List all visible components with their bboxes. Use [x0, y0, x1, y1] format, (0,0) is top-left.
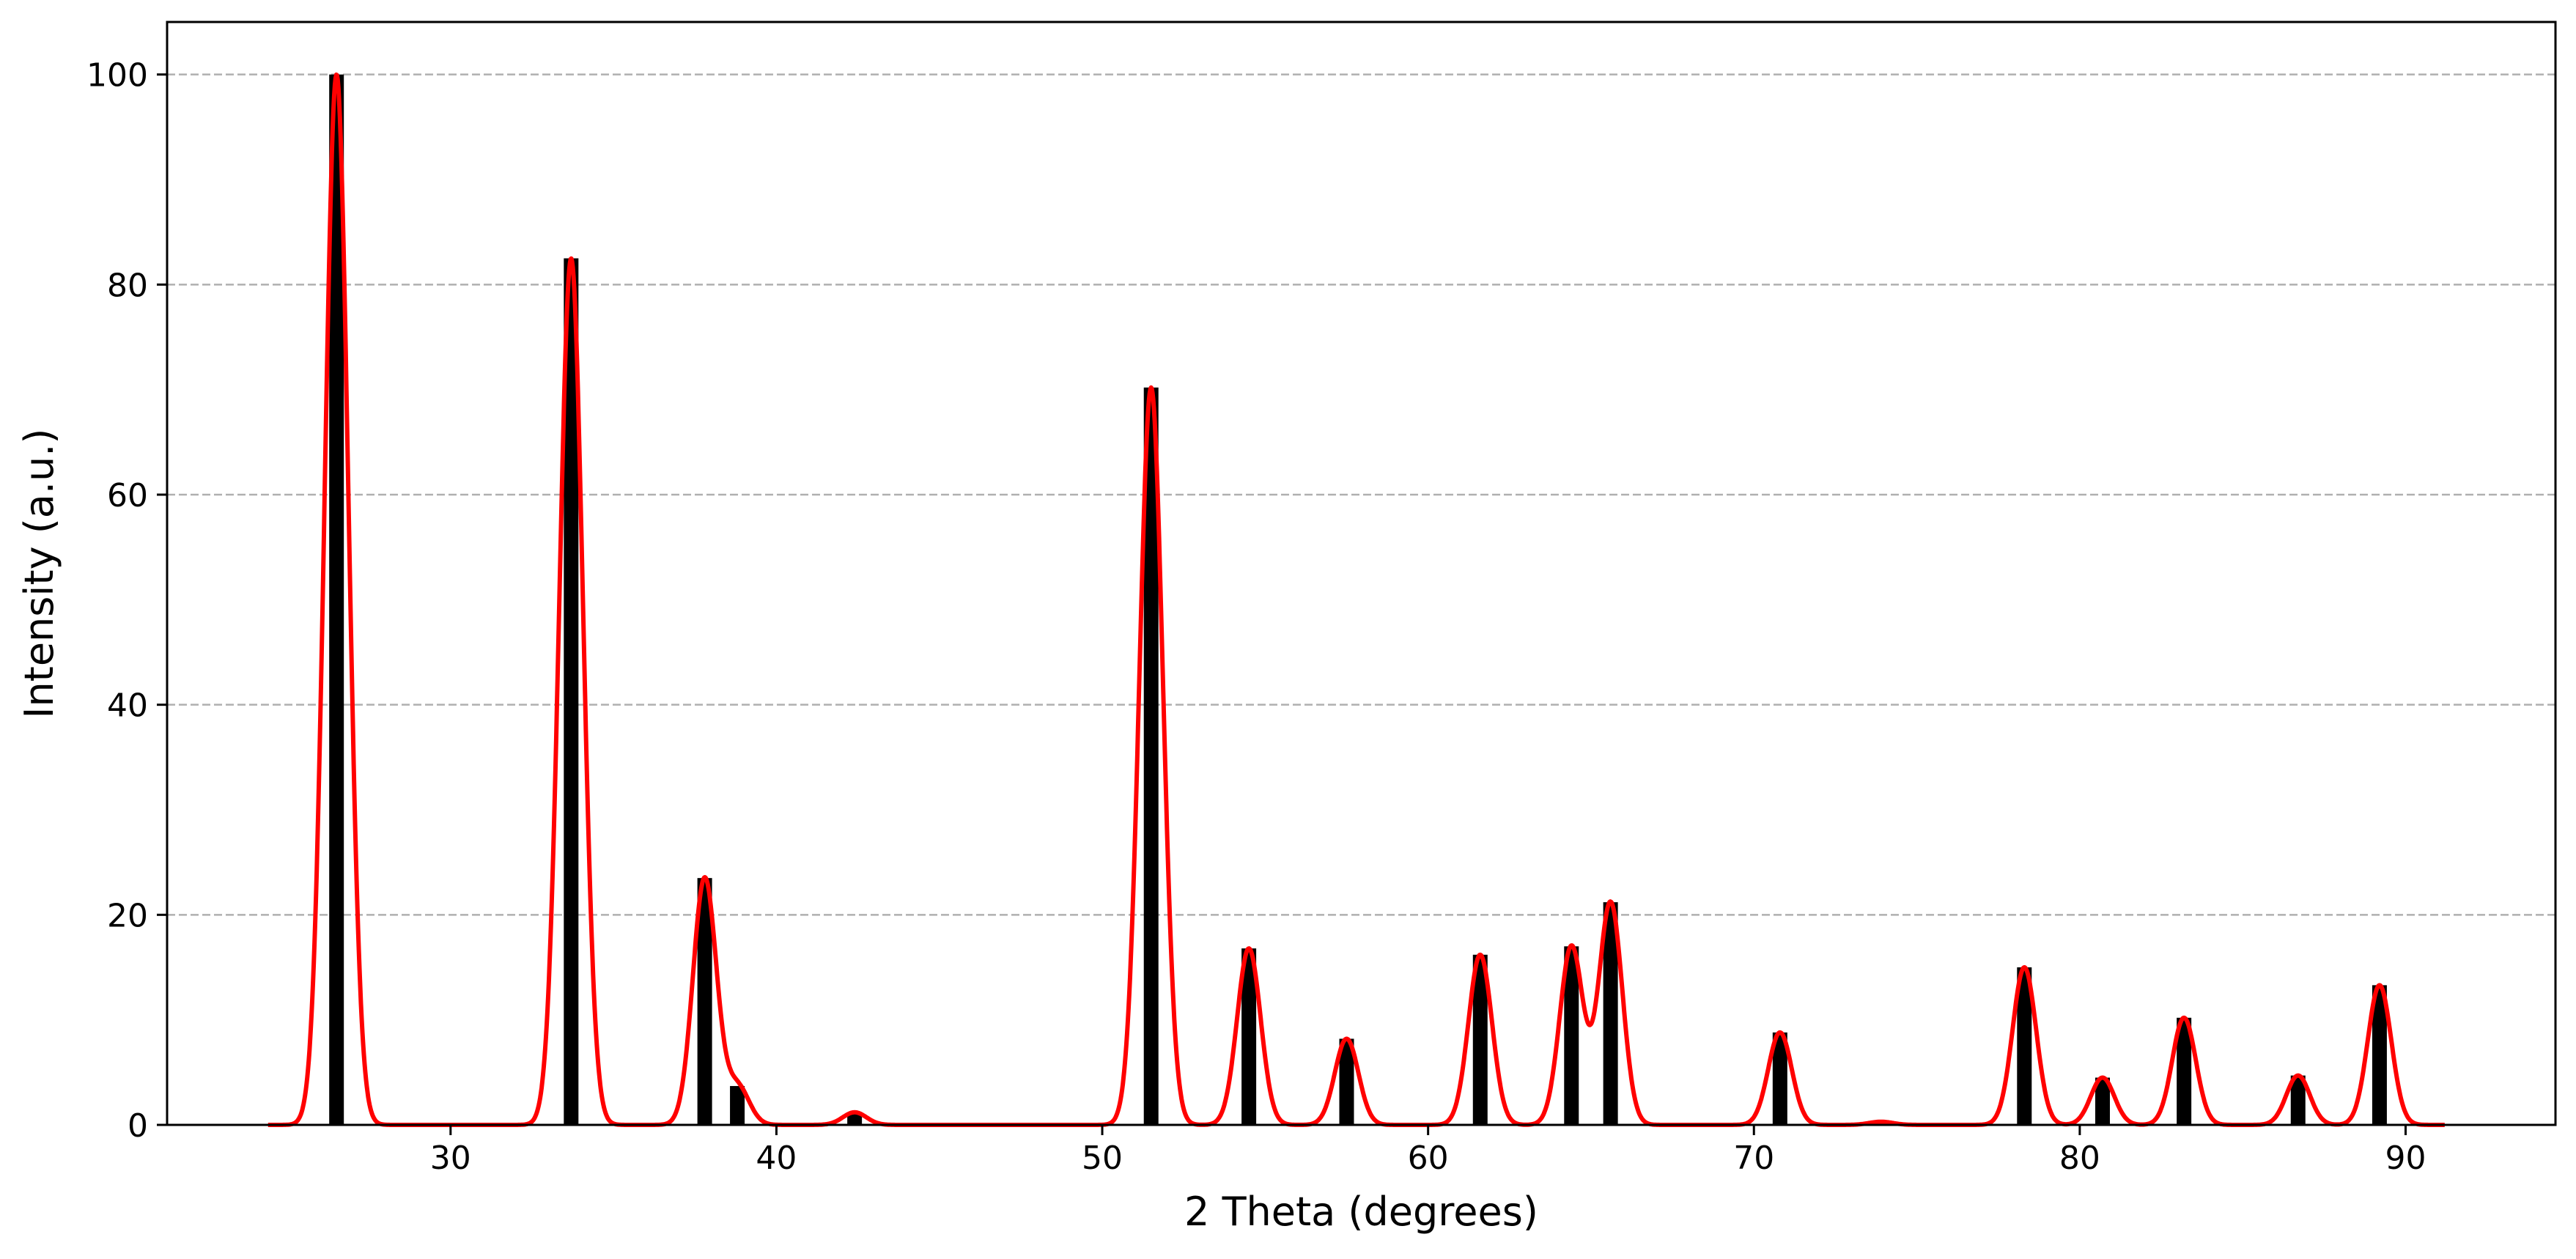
x-tick-label-90: 90	[2385, 1140, 2426, 1177]
y-tick-label-40: 40	[107, 687, 148, 725]
x-tick-label-60: 60	[1408, 1140, 1449, 1177]
y-tick-label-100: 100	[86, 57, 148, 95]
peak-bar-11	[1772, 1032, 1787, 1125]
peak-bar-8	[1472, 954, 1488, 1125]
peak-bar-15	[2177, 1017, 2192, 1125]
peak-bars	[329, 74, 2387, 1126]
x-axis-label: 2 Theta (degrees)	[1184, 1189, 1538, 1235]
peak-bar-16	[2290, 1075, 2306, 1125]
peak-bar-2	[697, 878, 712, 1125]
y-tick-label-0: 0	[128, 1107, 148, 1145]
x-tick-label-30: 30	[430, 1140, 471, 1177]
x-tick-label-80: 80	[2059, 1140, 2100, 1177]
y-tick-label-60: 60	[107, 477, 148, 514]
y-tick-label-20: 20	[107, 897, 148, 934]
x-tick-label-40: 40	[756, 1140, 797, 1177]
y-axis-label: Intensity (a.u.)	[16, 429, 62, 719]
peak-bar-10	[1603, 902, 1618, 1125]
peak-bar-1	[564, 258, 579, 1125]
peak-bar-6	[1241, 948, 1257, 1125]
peak-bar-3	[730, 1085, 745, 1125]
y-axis-ticks: 0 20 40 60 80 100	[86, 57, 167, 1145]
peak-bar-17	[2372, 985, 2387, 1125]
peak-bar-0	[329, 74, 344, 1126]
x-axis-ticks: 30 40 50 60 70 80 90	[430, 1125, 2426, 1177]
x-tick-label-70: 70	[1733, 1140, 1774, 1177]
peak-bar-5	[1143, 387, 1159, 1125]
y-tick-label-80: 80	[107, 267, 148, 304]
x-tick-label-50: 50	[1082, 1140, 1123, 1177]
peak-bar-7	[1339, 1038, 1354, 1125]
grid-lines	[167, 73, 2555, 916]
peak-bar-4	[847, 1112, 863, 1125]
profile-curve	[266, 72, 2446, 1127]
profile-curve-layer	[266, 72, 2446, 1127]
peak-bar-13	[2017, 967, 2032, 1125]
plot-frame	[166, 21, 2557, 1126]
peak-bar-9	[1564, 946, 1579, 1125]
peak-bar-14	[2095, 1077, 2110, 1125]
